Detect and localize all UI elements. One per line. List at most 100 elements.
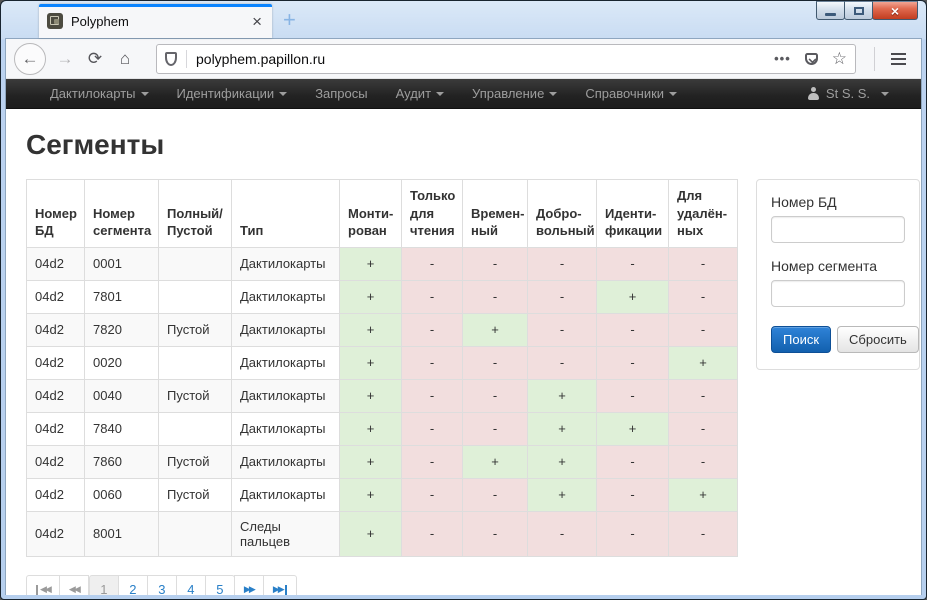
page-button-4[interactable]: 4 xyxy=(175,574,206,595)
page-button-5[interactable]: 5 xyxy=(204,574,235,595)
flag-cell: - xyxy=(462,510,528,557)
segment-number-cell: 0001 xyxy=(84,246,159,281)
chevron-down-icon xyxy=(140,91,149,96)
flag-cell: - xyxy=(527,510,597,557)
flag-cell: - xyxy=(401,411,463,446)
flag-cell: - xyxy=(401,444,463,479)
reload-icon[interactable]: ⟳ xyxy=(87,48,103,68)
flag-cell: - xyxy=(596,477,669,512)
nav-item-4[interactable]: Управление xyxy=(458,79,571,108)
page-actions-icon[interactable]: ••• xyxy=(774,51,791,66)
flag-cell: - xyxy=(527,312,597,347)
close-button[interactable]: × xyxy=(872,1,918,20)
page-button-2[interactable]: 2 xyxy=(117,574,148,595)
home-icon[interactable]: ⌂ xyxy=(119,48,131,68)
last-page-icon[interactable]: ▶▶ xyxy=(262,574,297,595)
flag-cell: - xyxy=(668,510,738,557)
column-header-7: Добро- вольный xyxy=(527,179,597,248)
column-header-5: Только для чтения xyxy=(401,179,463,248)
db-number-input[interactable] xyxy=(771,216,905,243)
first-page-icon[interactable]: ◀◀ xyxy=(26,574,60,595)
table-header-row: Номер БД Номер сегмента Полный/ Пустой Тип М… xyxy=(26,179,738,248)
db-number-cell: 04d2 xyxy=(26,345,85,380)
type-cell: Дактилокарты xyxy=(231,279,340,314)
nav-item-0[interactable]: Дактилокарты xyxy=(36,79,163,108)
chevron-down-icon xyxy=(669,91,678,96)
flag-cell: + xyxy=(596,279,669,314)
pocket-icon[interactable] xyxy=(804,52,818,65)
chevron-down-icon xyxy=(279,91,288,96)
nav-item-1[interactable]: Идентификации xyxy=(163,79,302,108)
type-cell: Дактилокарты xyxy=(231,411,340,446)
flag-cell: - xyxy=(462,378,528,413)
column-header-1: Номер сегмента xyxy=(84,179,159,248)
type-cell: Дактилокарты xyxy=(231,345,340,380)
table-row: 04d2 7840 Дактилокарты + - - + + - xyxy=(26,411,738,446)
forward-icon[interactable]: → xyxy=(56,48,74,68)
column-header-9: Для удалён- ных xyxy=(668,179,738,248)
full-empty-cell xyxy=(158,510,232,557)
db-number-cell: 04d2 xyxy=(26,378,85,413)
flag-cell: + xyxy=(339,246,402,281)
url-bar[interactable]: polyphem.papillon.ru ••• ☆ xyxy=(156,43,856,74)
flag-cell: - xyxy=(527,279,597,314)
segment-number-cell: 0060 xyxy=(84,477,159,512)
browser-tab[interactable]: Polyphem × xyxy=(39,4,272,38)
type-cell: Дактилокарты xyxy=(231,444,340,479)
maximize-button[interactable] xyxy=(844,1,873,20)
tab-title: Polyphem xyxy=(71,13,129,29)
new-tab-button[interactable]: + xyxy=(283,7,296,32)
segments-table: Номер БД Номер сегмента Полный/ Пустой Тип М… xyxy=(26,179,738,557)
reset-button[interactable]: Сбросить xyxy=(837,326,919,353)
bookmark-star-icon[interactable]: ☆ xyxy=(831,48,847,68)
flag-cell: - xyxy=(668,279,738,314)
flag-cell: - xyxy=(596,345,669,380)
column-header-3: Тип xyxy=(231,179,340,248)
flag-cell: + xyxy=(527,444,597,479)
site-navbar: Дактилокарты Идентификации Запросы Аудит Упр… xyxy=(6,79,921,109)
url-text[interactable]: polyphem.papillon.ru xyxy=(196,50,326,67)
search-button[interactable]: Поиск xyxy=(771,326,832,353)
db-number-cell: 04d2 xyxy=(26,444,85,479)
table-body: 04d2 0001 Дактилокарты + - - - - -04d2 7801 Дактил… xyxy=(26,246,738,557)
flag-cell: + xyxy=(668,345,738,380)
flag-cell: - xyxy=(401,378,463,413)
db-number-cell: 04d2 xyxy=(26,246,85,281)
flag-cell: + xyxy=(596,411,669,446)
column-header-6: Времен- ный xyxy=(462,179,528,248)
page-button-1[interactable]: 1 xyxy=(88,574,119,595)
segment-number-input[interactable] xyxy=(771,280,905,307)
type-cell: Дактилокарты xyxy=(231,477,340,512)
type-cell: Следы пальцев xyxy=(231,510,340,557)
nav-item-5[interactable]: Справочники xyxy=(571,79,691,108)
type-cell: Дактилокарты xyxy=(231,378,340,413)
segment-number-cell: 7860 xyxy=(84,444,159,479)
full-empty-cell: Пустой xyxy=(158,477,232,512)
column-header-0: Номер БД xyxy=(26,179,85,248)
flag-cell: - xyxy=(401,477,463,512)
flag-cell: + xyxy=(527,477,597,512)
flag-cell: - xyxy=(401,345,463,380)
flag-cell: - xyxy=(668,444,738,479)
flag-cell: + xyxy=(339,444,402,479)
full-empty-cell: Пустой xyxy=(158,378,232,413)
prev-page-icon[interactable]: ◀◀ xyxy=(58,574,89,595)
nav-item-3[interactable]: Аудит xyxy=(382,79,458,108)
user-menu[interactable]: St S. S. xyxy=(803,79,893,108)
column-header-8: Иденти- фикации xyxy=(596,179,669,248)
segment-number-cell: 7801 xyxy=(84,279,159,314)
shield-icon[interactable] xyxy=(165,51,177,66)
menu-icon[interactable] xyxy=(883,44,913,74)
flag-cell: - xyxy=(596,378,669,413)
next-page-icon[interactable]: ▶▶ xyxy=(233,574,264,595)
user-icon xyxy=(807,87,820,100)
back-icon[interactable]: ← xyxy=(14,42,46,75)
tab-close-icon[interactable]: × xyxy=(252,11,262,31)
page-button-3[interactable]: 3 xyxy=(146,574,177,595)
flag-cell: - xyxy=(462,411,528,446)
minimize-button[interactable] xyxy=(816,1,845,20)
main-nav: Дактилокарты Идентификации Запросы Аудит Упр… xyxy=(36,79,691,108)
nav-item-2[interactable]: Запросы xyxy=(315,86,368,101)
